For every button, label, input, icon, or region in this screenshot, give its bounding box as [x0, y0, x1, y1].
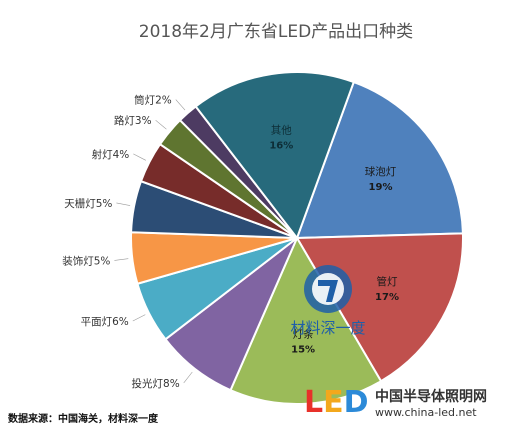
leader-line-天栅灯	[116, 202, 131, 206]
slice-label-天栅灯: 天栅灯5%	[64, 197, 112, 210]
pie-slice-灯条	[229, 235, 383, 405]
logo-cn-name: 中国半导体照明网	[375, 388, 487, 405]
watermark-logo-icon	[304, 265, 352, 313]
chart-title: 2018年2月广东省LED产品出口种类	[139, 22, 413, 42]
slice-label-路灯: 路灯3%	[114, 114, 152, 127]
leader-lines	[114, 99, 193, 384]
leader-line-筒灯	[175, 99, 186, 111]
slice-label-投光灯: 投光灯8%	[132, 377, 180, 390]
watermark-text: 材料深一度	[290, 319, 365, 337]
leader-line-路灯	[155, 119, 167, 130]
slice-label-其他: 其他	[271, 123, 292, 136]
pie-slices	[130, 71, 464, 405]
logo-url: www.china-led.net	[375, 406, 477, 419]
watermark: 材料深一度	[290, 265, 366, 337]
slice-label-平面灯: 平面灯6%	[81, 316, 129, 328]
led-logo-icon: LED	[304, 385, 369, 420]
slice-value-管灯: 17%	[375, 292, 399, 303]
slice-label-装饰灯: 装饰灯5%	[62, 254, 110, 267]
slice-label-筒灯: 筒灯2%	[134, 94, 172, 107]
data-source: 数据来源：中国海关，材料深一度	[8, 412, 159, 425]
slice-labels: 球泡灯 19% 管灯 17% 灯条 15% 投光灯8% 平面灯6% 装饰灯5% 天栅灯5% 射灯4%…	[62, 94, 399, 390]
pie-slice-球泡灯	[295, 80, 464, 240]
slice-label-灯条: 灯条	[293, 328, 314, 341]
leader-line-投光灯	[183, 371, 193, 384]
pie-slice-其他	[194, 71, 356, 241]
slice-value-灯条: 15%	[291, 345, 315, 356]
slice-value-球泡灯: 19%	[369, 182, 393, 193]
china-led-logo: LED 中国半导体照明网 www.china-led.net	[304, 385, 487, 420]
leader-line-装饰灯	[114, 258, 129, 261]
slice-label-管灯: 管灯	[377, 275, 398, 288]
slice-value-其他: 16%	[269, 140, 293, 151]
slice-label-射灯: 射灯4%	[92, 148, 130, 161]
slice-label-球泡灯: 球泡灯	[365, 165, 397, 178]
leader-line-平面灯	[132, 314, 146, 322]
leader-line-射灯	[133, 153, 146, 161]
